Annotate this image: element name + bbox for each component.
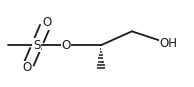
Text: O: O [23, 61, 32, 74]
Text: OH: OH [160, 37, 178, 50]
Text: O: O [61, 39, 71, 52]
Text: O: O [42, 16, 51, 29]
Text: S: S [33, 39, 41, 52]
